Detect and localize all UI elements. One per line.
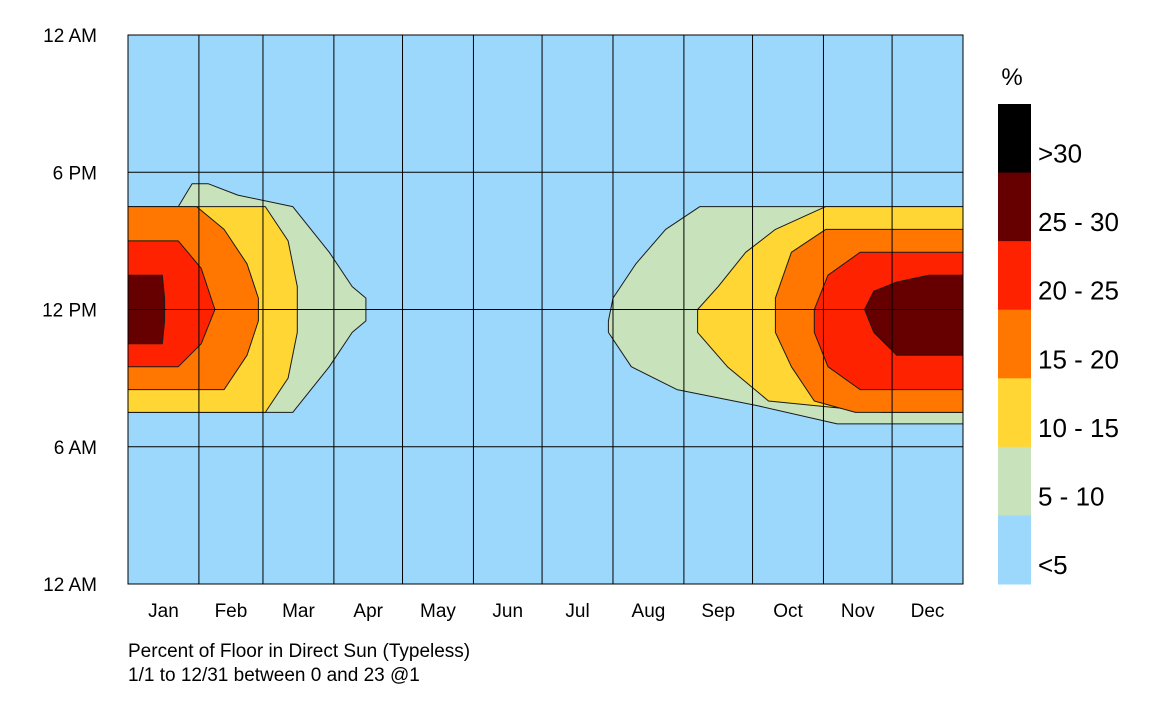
x-tick-label: May — [420, 601, 456, 622]
plot-grid — [127, 34, 964, 585]
legend-swatches — [998, 104, 1031, 585]
legend: % >30 25 - 30 20 - 25 15 - 20 10 - 15 5 - 10 <… — [998, 64, 1119, 585]
chart-title: Percent of Floor in Direct Sun (Typeless… — [128, 641, 471, 662]
x-tick-label: Mar — [282, 601, 315, 622]
x-tick-label: Oct — [773, 601, 803, 622]
legend-label: 20 - 25 — [1038, 276, 1119, 306]
y-tick-label: 12 AM — [43, 26, 97, 47]
legend-swatch — [998, 172, 1031, 242]
x-tick-label: Jan — [148, 601, 179, 622]
x-tick-label: Feb — [215, 601, 248, 622]
y-tick-label: 12 PM — [42, 301, 97, 322]
legend-swatch — [998, 309, 1031, 379]
x-tick-label: Apr — [353, 601, 383, 622]
legend-title: % — [1001, 64, 1022, 91]
legend-swatch — [998, 378, 1031, 448]
y-tick-label: 6 PM — [53, 163, 97, 184]
plot-frame — [127, 34, 964, 585]
legend-label: >30 — [1038, 139, 1082, 169]
legend-label: 25 - 30 — [1038, 207, 1119, 237]
legend-label: 15 - 20 — [1038, 344, 1119, 374]
x-tick-label: Sep — [701, 601, 735, 622]
x-tick-label: Jun — [492, 601, 523, 622]
x-tick-label: Aug — [632, 601, 666, 622]
x-axis-tick-labels: Jan Feb Mar Apr May Jun Jul Aug Sep Oct Nov Dec — [148, 601, 944, 622]
x-tick-label: Dec — [911, 601, 945, 622]
contour-band — [864, 274, 964, 356]
legend-swatch — [998, 241, 1031, 311]
y-tick-label: 6 AM — [54, 438, 97, 459]
legend-label: <5 — [1038, 550, 1068, 580]
x-tick-label: Jul — [565, 601, 589, 622]
x-tick-label: Nov — [841, 601, 875, 622]
legend-label: 5 - 10 — [1038, 481, 1105, 511]
y-axis-tick-labels: 12 AM 6 PM 12 PM 6 AM 12 AM — [42, 26, 97, 596]
legend-swatch — [998, 515, 1031, 585]
legend-labels: >30 25 - 30 20 - 25 15 - 20 10 - 15 5 - 10 <5 — [1038, 139, 1119, 580]
y-tick-label: 12 AM — [43, 575, 97, 596]
legend-label: 10 - 15 — [1038, 413, 1119, 443]
chart-subtitle: 1/1 to 12/31 between 0 and 23 @1 — [128, 665, 420, 686]
legend-swatch — [998, 104, 1031, 174]
legend-swatch — [998, 446, 1031, 516]
